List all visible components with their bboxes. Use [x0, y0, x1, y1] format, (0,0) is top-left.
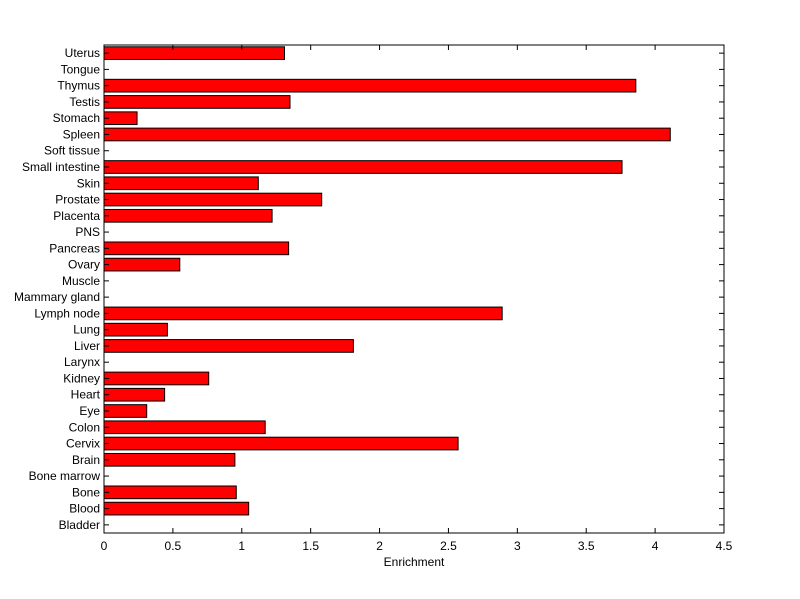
y-tick-label: Small intestine: [22, 160, 100, 174]
y-tick-label: Skin: [77, 176, 100, 190]
y-tick-label: PNS: [75, 225, 100, 239]
x-tick-label: 2: [376, 539, 383, 553]
y-tick-label: Eye: [79, 404, 100, 418]
y-tick-label: Blood: [69, 502, 100, 516]
bar-blood: [103, 501, 250, 516]
y-tick-label: Bone marrow: [29, 469, 101, 483]
x-tick-label: 3: [514, 539, 521, 553]
bar-prostate: [103, 192, 323, 207]
bar-eye: [103, 404, 148, 418]
y-tick-label: Placenta: [53, 209, 100, 223]
y-tick-label: Bladder: [59, 518, 100, 532]
bar-kidney: [103, 371, 210, 386]
y-tick-label: Lung: [73, 323, 100, 337]
plot-area-frame: [103, 44, 725, 534]
bar-lymph-node: [103, 306, 503, 321]
y-tick-label: Tongue: [61, 62, 101, 76]
labels-layer: Uterus Tongue Thymus Testis Stomach Spleen Sof…: [14, 46, 733, 553]
bar-small-intestine: [103, 160, 623, 174]
y-tick-label: Pancreas: [49, 241, 100, 255]
y-tick-label: Heart: [71, 388, 101, 402]
x-tick-label: 3.5: [578, 539, 595, 553]
x-tick-label: 1.5: [302, 539, 319, 553]
y-tick-label: Soft tissue: [44, 144, 100, 158]
y-tick-label: Colon: [69, 420, 100, 434]
bar-pancreas: [103, 241, 290, 256]
y-tick-label: Prostate: [55, 193, 100, 207]
y-tick-label: Stomach: [53, 111, 100, 125]
bars-layer: [103, 46, 671, 516]
y-tick-label: Lymph node: [34, 306, 100, 320]
x-tick-label: 1: [238, 539, 245, 553]
bar-liver: [103, 339, 354, 353]
bar-cervix: [103, 436, 459, 451]
y-tick-label: Spleen: [63, 127, 100, 141]
y-tick-label: Cervix: [66, 437, 100, 451]
x-tick-label: 0.5: [165, 539, 182, 553]
bar-lung: [103, 322, 168, 337]
y-tick-label: Uterus: [65, 46, 100, 60]
x-tick-label: 4: [652, 539, 659, 553]
bar-ovary: [103, 257, 181, 272]
bar-brain: [103, 452, 236, 467]
x-tick-label: 2.5: [440, 539, 457, 553]
bar-heart: [103, 387, 166, 402]
bar-skin: [103, 176, 259, 191]
y-tick-label: Bone: [72, 485, 100, 499]
x-axis-title: Enrichment: [384, 555, 445, 569]
bar-testis: [103, 95, 291, 109]
bar-colon: [103, 420, 266, 435]
y-tick-label: Kidney: [63, 371, 100, 385]
y-tick-label: Muscle: [62, 274, 100, 288]
y-tick-label: Larynx: [64, 355, 100, 369]
ticks-layer: [103, 45, 725, 533]
bar-spleen: [103, 127, 671, 142]
y-tick-label: Thymus: [57, 79, 100, 93]
bar-uterus: [103, 46, 285, 60]
x-tick-label: 4.5: [716, 539, 733, 553]
y-tick-label: Mammary gland: [14, 290, 100, 304]
x-tick-label: 0: [101, 539, 108, 553]
y-tick-label: Ovary: [68, 258, 100, 272]
y-tick-label: Liver: [74, 339, 100, 353]
bar-thymus: [103, 78, 637, 93]
y-tick-label: Testis: [69, 95, 100, 109]
bar-placenta: [103, 208, 273, 223]
bar-bone: [103, 485, 237, 500]
y-tick-label: Brain: [72, 453, 100, 467]
